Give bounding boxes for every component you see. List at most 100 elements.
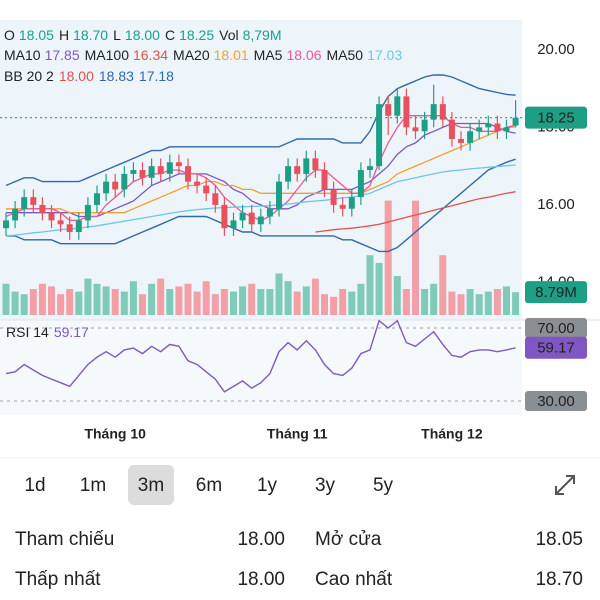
volume-bar	[393, 276, 401, 315]
candle-body	[203, 185, 210, 194]
volume-bar	[202, 281, 210, 315]
tab-selected-bg	[128, 465, 174, 505]
candle-body	[476, 127, 483, 132]
rsi-panel	[0, 320, 522, 415]
volume-bar	[211, 294, 219, 315]
candle-body	[412, 127, 419, 132]
candle-body	[458, 139, 464, 143]
bb-upper	[5, 74, 516, 187]
quote-value: 18.70	[535, 569, 583, 590]
rsi-level-box	[525, 318, 587, 339]
candle-body	[512, 117, 519, 126]
candle-body	[357, 170, 364, 198]
candle-body	[294, 166, 301, 174]
range-tab[interactable]: 3y	[315, 475, 336, 496]
volume-bar	[139, 294, 146, 315]
legend-value: 18.01	[214, 47, 249, 63]
y-tick-label: 16.00	[537, 196, 575, 213]
ohlc-legend: O 18.05 H 18.70 L 18.00 C 18.25 Vol 8,79M	[4, 27, 282, 43]
legend-value: 17.85	[45, 47, 80, 63]
expand-icon[interactable]	[555, 475, 575, 495]
ma-legend: MA10 17.85 MA100 16.34 MA20 18.01 MA5 18.06 MA50…	[4, 47, 402, 63]
candle-body	[285, 166, 292, 182]
expand-arrow	[555, 475, 575, 495]
candle-body	[157, 166, 164, 174]
candle-body	[321, 170, 328, 190]
volume-bar	[38, 283, 46, 315]
candle-body	[66, 224, 73, 233]
volume-bar	[193, 291, 201, 315]
x-tick-label: Tháng 10	[84, 426, 146, 442]
volume-bar	[321, 294, 328, 315]
candle-body	[448, 119, 455, 140]
legend-label: C	[165, 27, 175, 43]
range-tab[interactable]: 1d	[24, 475, 45, 496]
legend-value: 18.70	[73, 27, 108, 43]
candle-body	[439, 104, 446, 120]
volume-bar	[111, 289, 119, 315]
legend-value: 18.83	[99, 68, 134, 84]
volume-bar	[348, 291, 356, 315]
candle-body	[230, 220, 237, 229]
volume-bar	[102, 286, 110, 315]
volume-bar	[484, 291, 492, 315]
candle-body	[276, 181, 282, 209]
volume-bar	[48, 286, 55, 315]
candle-body	[39, 204, 46, 213]
volume-bar	[339, 289, 347, 315]
volume-bar	[466, 289, 474, 315]
candle-body	[121, 173, 128, 190]
ma-line	[315, 191, 516, 233]
volume-box	[525, 281, 587, 304]
candle-body	[376, 104, 383, 167]
volume-bar	[148, 283, 156, 315]
candle-body	[130, 170, 137, 174]
volume-bar	[93, 283, 101, 315]
candle-body	[112, 181, 119, 190]
candle-body	[421, 119, 428, 132]
legend-value: 8,79M	[243, 27, 282, 43]
quote-label: Cao nhất	[315, 569, 393, 590]
volume-bar	[448, 291, 456, 315]
volume-bar	[275, 273, 283, 315]
candle-body	[148, 166, 155, 178]
x-tick-label: Tháng 12	[421, 426, 483, 442]
range-tab[interactable]: 1m	[80, 475, 106, 496]
candle-body	[212, 193, 219, 205]
volume-bar	[157, 278, 165, 315]
range-tab[interactable]: 6m	[196, 475, 222, 496]
quote-label: Thấp nhất	[15, 569, 101, 590]
candle-body	[385, 104, 392, 116]
range-tab[interactable]: 1y	[257, 475, 278, 496]
candle-body	[503, 127, 510, 132]
volume-bar	[129, 281, 137, 315]
volume-bar	[503, 286, 510, 315]
candle-body	[348, 197, 355, 209]
legend-value: 17.03	[367, 47, 402, 63]
volume-bar	[375, 263, 383, 315]
candle-body	[30, 197, 37, 205]
candle-body	[266, 208, 273, 217]
x-tick-label: Tháng 11	[267, 426, 328, 442]
candle-body	[467, 131, 474, 143]
volume-bar	[175, 286, 183, 315]
volume-bar	[75, 291, 83, 315]
volume-bar	[166, 289, 174, 315]
volume-bar	[230, 291, 237, 315]
candle-body	[94, 193, 100, 205]
legend-value: 18.00	[125, 27, 160, 43]
candle-body	[430, 104, 437, 120]
quote-value: 18.00	[237, 569, 285, 590]
volume-bar	[330, 296, 338, 315]
candle-body	[403, 96, 410, 128]
range-tab[interactable]: 3m	[138, 475, 164, 496]
volume-bar	[302, 286, 310, 315]
candle-body	[12, 208, 19, 221]
candle-body	[48, 212, 55, 221]
candle-body	[84, 204, 91, 221]
volume-bar	[284, 281, 292, 315]
candle-body	[3, 220, 9, 229]
volume-bar	[402, 289, 410, 315]
range-tab[interactable]: 5y	[373, 475, 394, 496]
